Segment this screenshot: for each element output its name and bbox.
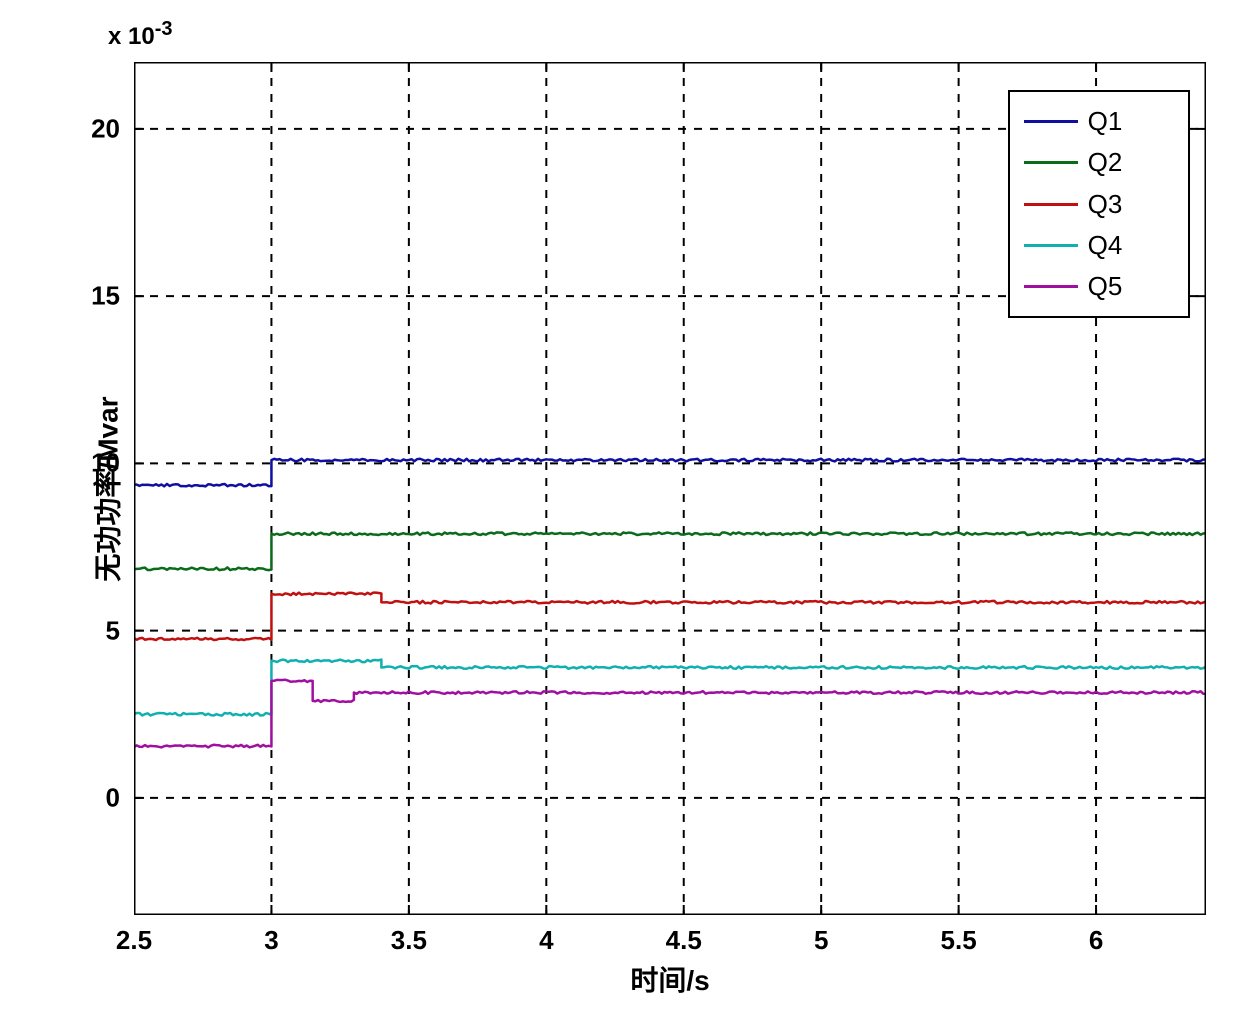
x-tick-label: 6 [1089, 925, 1103, 956]
legend-item: Q3 [1024, 189, 1174, 220]
legend-item: Q4 [1024, 230, 1174, 261]
x-tick-label: 2.5 [116, 925, 152, 956]
legend-label: Q4 [1088, 230, 1123, 261]
power-chart: x 10-3 2.533.544.555.56 05101520 无功功率/Mv… [0, 0, 1240, 1023]
x-tick-label: 5.5 [941, 925, 977, 956]
legend-label: Q3 [1088, 189, 1123, 220]
y-axis-label: 无功功率/Mvar [87, 396, 127, 581]
x-tick-label: 5 [814, 925, 828, 956]
legend-swatch [1024, 203, 1078, 206]
y-tick-label: 5 [106, 615, 120, 646]
legend-label: Q2 [1088, 147, 1123, 178]
legend: Q1 Q2 Q3 Q4 Q5 [1008, 90, 1190, 318]
legend-item: Q1 [1024, 106, 1174, 137]
legend-swatch [1024, 244, 1078, 247]
legend-swatch [1024, 161, 1078, 164]
legend-item: Q5 [1024, 271, 1174, 302]
y-tick-label: 15 [91, 281, 120, 312]
x-tick-label: 3.5 [391, 925, 427, 956]
x-tick-label: 4 [539, 925, 553, 956]
y-exponent-sup: -3 [155, 18, 173, 40]
legend-item: Q2 [1024, 147, 1174, 178]
y-exponent-base: x 10 [108, 23, 155, 50]
x-tick-label: 4.5 [666, 925, 702, 956]
legend-swatch [1024, 120, 1078, 123]
legend-swatch [1024, 285, 1078, 288]
legend-label: Q5 [1088, 271, 1123, 302]
x-axis-label: 时间/s [630, 959, 709, 999]
y-exponent: x 10-3 [108, 18, 173, 51]
legend-label: Q1 [1088, 106, 1123, 137]
x-tick-label: 3 [264, 925, 278, 956]
y-tick-label: 20 [91, 113, 120, 144]
y-tick-label: 0 [106, 782, 120, 813]
